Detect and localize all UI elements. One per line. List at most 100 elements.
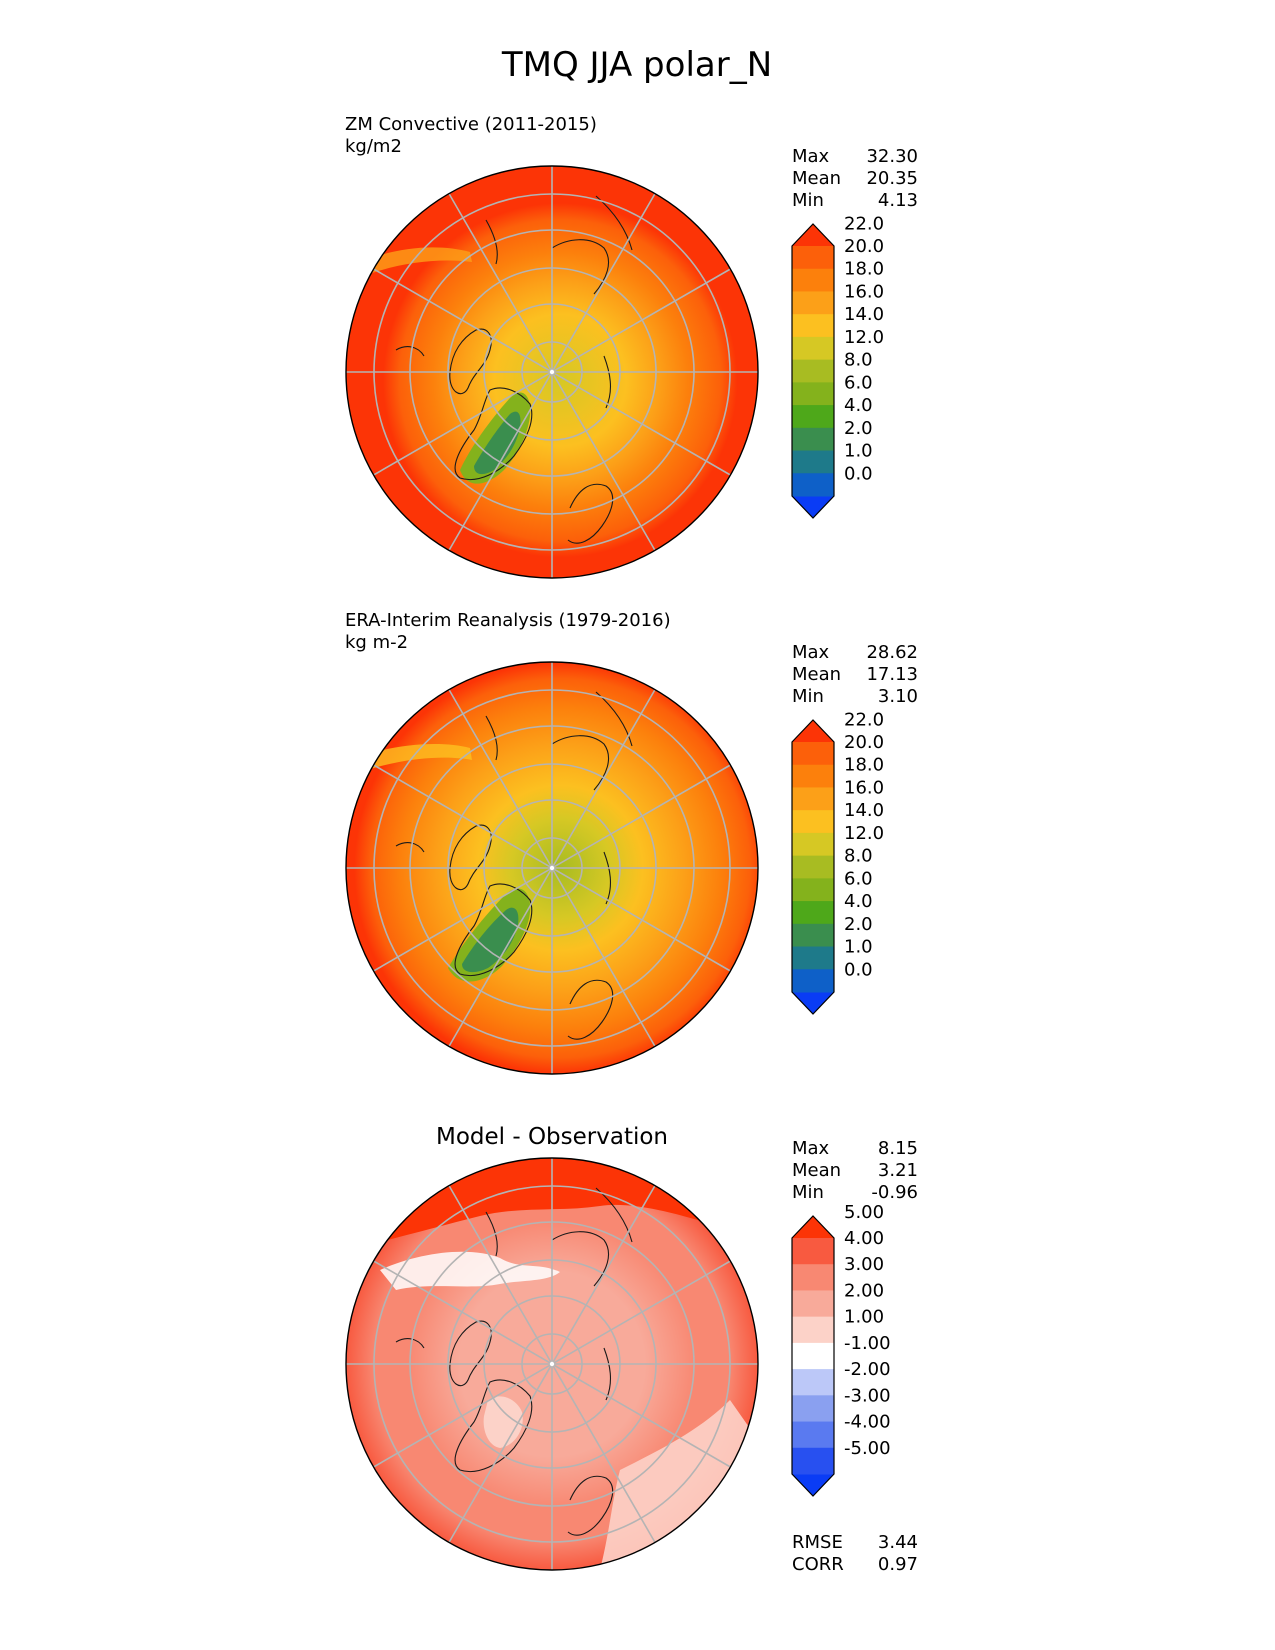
colorbar-extend-bottom bbox=[792, 496, 834, 518]
colorbar-tick-label: 8.0 bbox=[844, 350, 873, 371]
colorbar-extend-top bbox=[792, 224, 834, 246]
colorbar-swatch bbox=[792, 878, 834, 902]
stat-label: Min bbox=[792, 1182, 824, 1203]
map-border bbox=[345, 165, 759, 579]
colorbar-swatch bbox=[792, 742, 834, 766]
colorbar-tick-label: 16.0 bbox=[844, 777, 884, 798]
metric-value: 3.44 bbox=[878, 1532, 918, 1553]
panel-title: Model - Observation bbox=[436, 1124, 668, 1150]
colorbar-swatch bbox=[792, 1421, 834, 1449]
colorbar: -5.00 -4.00 -3.00 -2.00 -1.00 1.00 2.00 3.00 4.0… bbox=[791, 1202, 891, 1497]
colorbar-tick-label: 2.0 bbox=[844, 418, 873, 439]
metrics-block: RMSE 3.44 CORR 0.97 bbox=[792, 1532, 918, 1575]
colorbar-tick-label: -2.00 bbox=[844, 1359, 891, 1380]
stat-label: Mean bbox=[792, 1160, 841, 1181]
colorbar-tick-label: 16.0 bbox=[844, 281, 884, 302]
colorbar-tick-label: 4.00 bbox=[844, 1228, 884, 1249]
colorbar-swatch bbox=[792, 901, 834, 925]
colorbar-swatch bbox=[792, 405, 834, 429]
colorbar-tick-label: -1.00 bbox=[844, 1333, 891, 1354]
panel-model: ZM Convective (2011-2015) kg/m2 bbox=[345, 114, 918, 579]
colorbar-tick-label: 1.0 bbox=[844, 441, 873, 462]
map-border bbox=[345, 661, 759, 1075]
colorbar-swatch bbox=[792, 1342, 834, 1370]
field-near-zero bbox=[483, 1396, 523, 1448]
colorbar-swatch bbox=[792, 427, 834, 452]
colorbar-tick-label: -4.00 bbox=[844, 1412, 891, 1433]
colorbar-tick-label: 3.00 bbox=[844, 1254, 884, 1275]
colorbar-outline bbox=[791, 1215, 835, 1497]
panel-title: ZM Convective (2011-2015) bbox=[345, 114, 597, 135]
colorbar-swatch bbox=[792, 246, 834, 270]
colorbar-tick-label: 1.00 bbox=[844, 1307, 884, 1328]
colorbar-swatch bbox=[792, 855, 834, 879]
panel-units: kg m-2 bbox=[345, 632, 408, 653]
stat-value: 17.13 bbox=[866, 664, 918, 685]
colorbar-tick-label: 18.0 bbox=[844, 259, 884, 280]
pole-marker bbox=[549, 369, 555, 375]
stat-label: Max bbox=[792, 642, 830, 663]
colorbar-tick-label: 14.0 bbox=[844, 304, 884, 325]
field-rim-band bbox=[360, 247, 472, 276]
field-greenland-core bbox=[462, 907, 519, 973]
colorbar-swatch bbox=[792, 787, 834, 811]
colorbar-swatch bbox=[792, 1238, 834, 1265]
stat-value: 28.62 bbox=[866, 642, 918, 663]
colorbar-extend-top bbox=[792, 1216, 834, 1238]
stat-value: 3.10 bbox=[878, 686, 918, 707]
colorbar-outline bbox=[791, 719, 835, 1015]
colorbar-tick-label: 22.0 bbox=[844, 709, 884, 730]
panel-observation: ERA-Interim Reanalysis (1979-2016) kg m-… bbox=[345, 610, 918, 1075]
colorbar-tick-label: 4.0 bbox=[844, 891, 873, 912]
colorbar-swatch bbox=[792, 1395, 834, 1423]
stat-label: Min bbox=[792, 686, 824, 707]
colorbar-extend-top bbox=[792, 720, 834, 742]
stat-label: Max bbox=[792, 1138, 830, 1159]
stat-label: Mean bbox=[792, 168, 841, 189]
colorbar-tick-label: 12.0 bbox=[844, 327, 884, 348]
colorbar-swatch bbox=[792, 268, 834, 292]
colorbar-swatch bbox=[792, 382, 834, 406]
stat-value: 4.13 bbox=[878, 190, 918, 211]
metric-label: CORR bbox=[792, 1554, 844, 1575]
colorbar-tick-label: 8.0 bbox=[844, 846, 873, 867]
colorbar-tick-label: 14.0 bbox=[844, 800, 884, 821]
colorbar-tick-label: 4.0 bbox=[844, 395, 873, 416]
stat-value: 3.21 bbox=[878, 1160, 918, 1181]
colorbar-swatch bbox=[792, 1264, 834, 1291]
colorbar-tick-label: 2.0 bbox=[844, 914, 873, 935]
colorbar-swatch bbox=[792, 832, 834, 857]
colorbar-tick-label: 20.0 bbox=[844, 732, 884, 753]
stat-value: 8.15 bbox=[878, 1138, 918, 1159]
field-near-zero bbox=[380, 1251, 560, 1290]
stat-label: Max bbox=[792, 146, 830, 167]
colorbar-swatch bbox=[792, 291, 834, 315]
colorbar-swatch bbox=[792, 1447, 834, 1475]
colorbar-swatch bbox=[792, 314, 834, 338]
map-border bbox=[345, 1157, 759, 1571]
pole-marker bbox=[549, 1361, 555, 1367]
stat-value: -0.96 bbox=[871, 1182, 918, 1203]
colorbar-tick-label: 0.0 bbox=[844, 463, 873, 484]
colorbar-tick-label: -5.00 bbox=[844, 1438, 891, 1459]
stat-label: Mean bbox=[792, 664, 841, 685]
figure-title: TMQ JJA polar_N bbox=[501, 45, 772, 85]
colorbar-tick-label: 12.0 bbox=[844, 823, 884, 844]
stats-block: Max 32.30 Mean 20.35 Min 4.13 bbox=[792, 146, 918, 211]
panel-title: ERA-Interim Reanalysis (1979-2016) bbox=[345, 610, 671, 631]
colorbar-swatch bbox=[792, 764, 834, 788]
stat-label: Min bbox=[792, 190, 824, 211]
field-greenland-core bbox=[474, 411, 521, 475]
colorbar-tick-label: 20.0 bbox=[844, 236, 884, 257]
colorbar-tick-label: 18.0 bbox=[844, 755, 884, 776]
stats-block: Max 8.15 Mean 3.21 Min -0.96 bbox=[792, 1138, 918, 1203]
colorbar-tick-label: 5.00 bbox=[844, 1202, 884, 1223]
colorbar-swatch bbox=[792, 1369, 834, 1396]
pole-marker bbox=[549, 865, 555, 871]
stat-value: 32.30 bbox=[866, 146, 918, 167]
colorbar-swatch bbox=[792, 923, 834, 948]
colorbar-tick-label: -3.00 bbox=[844, 1385, 891, 1406]
colorbar-swatch bbox=[792, 1290, 834, 1318]
colorbar-tick-label: 6.0 bbox=[844, 868, 873, 889]
